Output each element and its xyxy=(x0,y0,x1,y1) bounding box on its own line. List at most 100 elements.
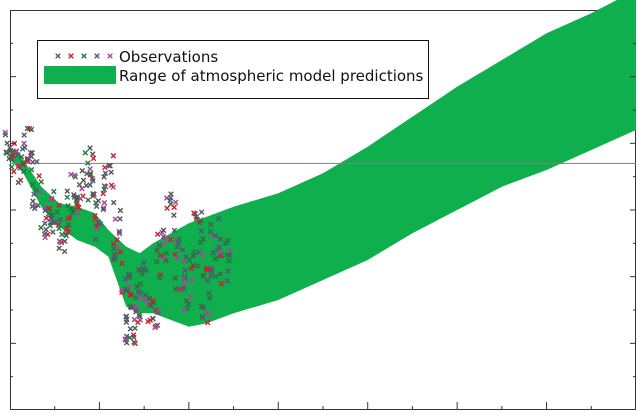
observation-point xyxy=(80,177,87,184)
observation-point xyxy=(139,270,145,277)
observation-point xyxy=(140,265,146,272)
observation-point xyxy=(79,167,86,174)
observation-point xyxy=(47,196,54,203)
observation-point xyxy=(42,220,48,227)
observation-point xyxy=(126,334,133,341)
observation-point xyxy=(136,313,143,320)
observation-point xyxy=(181,306,188,313)
observation-point xyxy=(174,244,181,250)
observation-point xyxy=(217,271,224,277)
observation-point xyxy=(171,212,177,219)
observation-point xyxy=(38,224,44,231)
observation-point xyxy=(7,147,14,154)
observation-point xyxy=(71,172,78,178)
observation-point xyxy=(156,242,163,249)
observation-point xyxy=(163,258,169,264)
observation-point xyxy=(100,206,107,213)
observation-point xyxy=(141,259,147,266)
observation-point xyxy=(133,306,139,313)
observation-point xyxy=(161,254,168,260)
observation-point xyxy=(182,275,188,282)
observation-point xyxy=(171,204,178,211)
observation-point xyxy=(198,228,205,234)
legend-observation-marker xyxy=(68,53,74,59)
observation-point xyxy=(152,324,158,331)
observation-point xyxy=(31,191,37,198)
observation-point xyxy=(2,129,8,136)
observation-point xyxy=(204,277,211,284)
observation-point xyxy=(110,152,117,159)
observation-point xyxy=(65,202,71,209)
observation-point xyxy=(171,227,178,234)
observation-point xyxy=(82,150,89,156)
observation-point xyxy=(107,162,113,169)
observation-point xyxy=(160,227,167,234)
observation-point xyxy=(51,188,57,195)
observation-point xyxy=(15,152,21,158)
observation-point xyxy=(147,302,154,309)
observation-point xyxy=(63,225,70,232)
observation-point xyxy=(61,248,68,255)
observation-point xyxy=(212,273,219,280)
observation-point xyxy=(136,266,142,273)
observation-point xyxy=(13,148,20,154)
observation-point xyxy=(208,266,215,273)
observation-point xyxy=(135,319,141,326)
observation-point xyxy=(172,199,179,206)
observation-point xyxy=(206,295,213,301)
observation-point xyxy=(210,250,216,256)
observation-point xyxy=(119,287,125,294)
observation-point xyxy=(137,295,143,301)
observation-point xyxy=(153,258,160,265)
legend-observations-swatch xyxy=(55,53,113,59)
observation-point xyxy=(191,210,197,216)
observation-point xyxy=(102,170,109,176)
legend-observation-marker xyxy=(81,53,87,59)
observation-point xyxy=(226,247,233,254)
observation-point xyxy=(114,237,120,243)
observation-point xyxy=(194,263,201,269)
observation-point xyxy=(156,274,163,281)
observation-point xyxy=(38,179,44,185)
observation-point xyxy=(200,236,206,242)
observation-point xyxy=(131,339,137,345)
legend-observations-label: Observations xyxy=(119,48,218,66)
observation-point xyxy=(203,266,210,273)
observation-point xyxy=(198,209,205,215)
observation-point xyxy=(217,249,224,256)
observation-point xyxy=(48,212,55,218)
observation-point xyxy=(197,239,204,246)
observation-point xyxy=(65,221,72,228)
observation-point xyxy=(199,252,205,258)
observation-point xyxy=(91,191,97,198)
observation-point xyxy=(43,226,49,233)
observation-point xyxy=(133,308,139,315)
observation-point xyxy=(30,198,36,205)
observation-point xyxy=(11,168,17,175)
observation-point xyxy=(130,332,137,338)
observation-point xyxy=(206,290,212,296)
observation-point xyxy=(110,241,117,247)
observation-point xyxy=(212,255,219,262)
observation-point xyxy=(42,207,48,214)
observation-point xyxy=(112,216,119,222)
observation-point xyxy=(24,157,31,164)
observation-point xyxy=(85,160,91,166)
observation-point xyxy=(161,240,167,247)
observation-point xyxy=(117,249,123,255)
observation-point xyxy=(185,301,192,307)
observation-point xyxy=(108,169,114,176)
observation-point xyxy=(64,188,71,194)
observation-point xyxy=(164,205,170,212)
observation-point xyxy=(101,174,107,180)
observation-point xyxy=(64,194,71,201)
observation-point xyxy=(154,231,161,238)
observation-point xyxy=(56,245,63,252)
observation-point xyxy=(110,245,117,252)
observation-point xyxy=(134,283,140,289)
observation-point xyxy=(216,244,223,251)
observation-point xyxy=(15,179,22,186)
observation-point xyxy=(41,231,48,237)
observation-point xyxy=(226,258,232,264)
observation-point xyxy=(36,173,42,179)
